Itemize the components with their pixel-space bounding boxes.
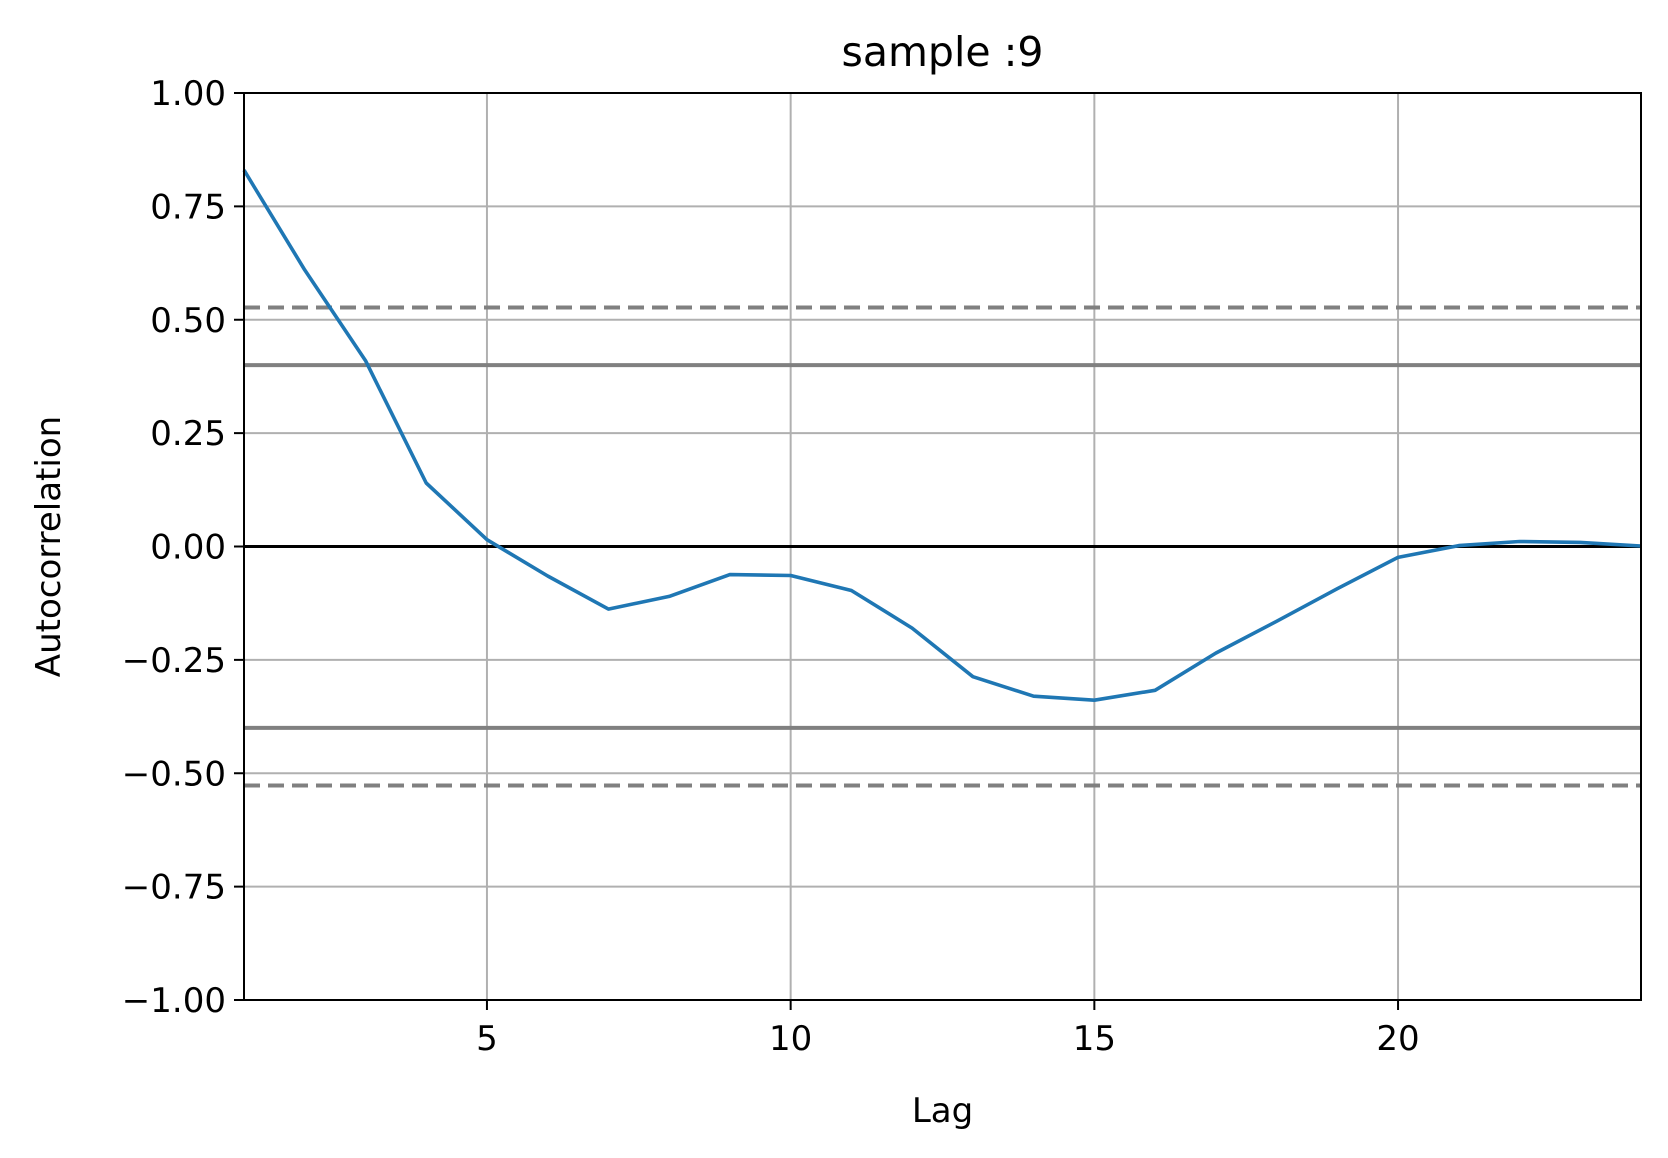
y-tick-label: 0.50 bbox=[150, 301, 226, 341]
y-tick-label: −1.00 bbox=[122, 981, 226, 1021]
x-tick-label: 20 bbox=[1376, 1019, 1419, 1059]
y-axis-ticks: −1.00 −0.75 −0.50 −0.25 0.00 0.25 0.50 0.75 1.00 bbox=[122, 74, 244, 1021]
x-tick-label: 5 bbox=[476, 1019, 498, 1059]
series bbox=[242, 169, 1642, 703]
y-tick-label: −0.50 bbox=[122, 754, 226, 794]
reference-lines bbox=[244, 305, 1641, 788]
autocorrelation-series-line bbox=[242, 169, 1642, 703]
y-tick-label: 0.25 bbox=[150, 414, 226, 454]
y-tick-label: 0.75 bbox=[150, 187, 226, 227]
x-tick-label: 10 bbox=[769, 1019, 812, 1059]
y-tick-label: −0.75 bbox=[122, 868, 226, 908]
chart-title: sample :9 bbox=[842, 28, 1044, 76]
y-tick-label: −0.25 bbox=[122, 641, 226, 681]
x-axis-label: Lag bbox=[912, 1091, 973, 1131]
x-axis-ticks: 5 10 15 20 bbox=[476, 1000, 1420, 1059]
y-tick-label: 1.00 bbox=[150, 74, 226, 114]
y-axis-label: Autocorrelation bbox=[29, 416, 69, 677]
x-tick-label: 15 bbox=[1073, 1019, 1116, 1059]
y-tick-label: 0.00 bbox=[150, 528, 226, 568]
